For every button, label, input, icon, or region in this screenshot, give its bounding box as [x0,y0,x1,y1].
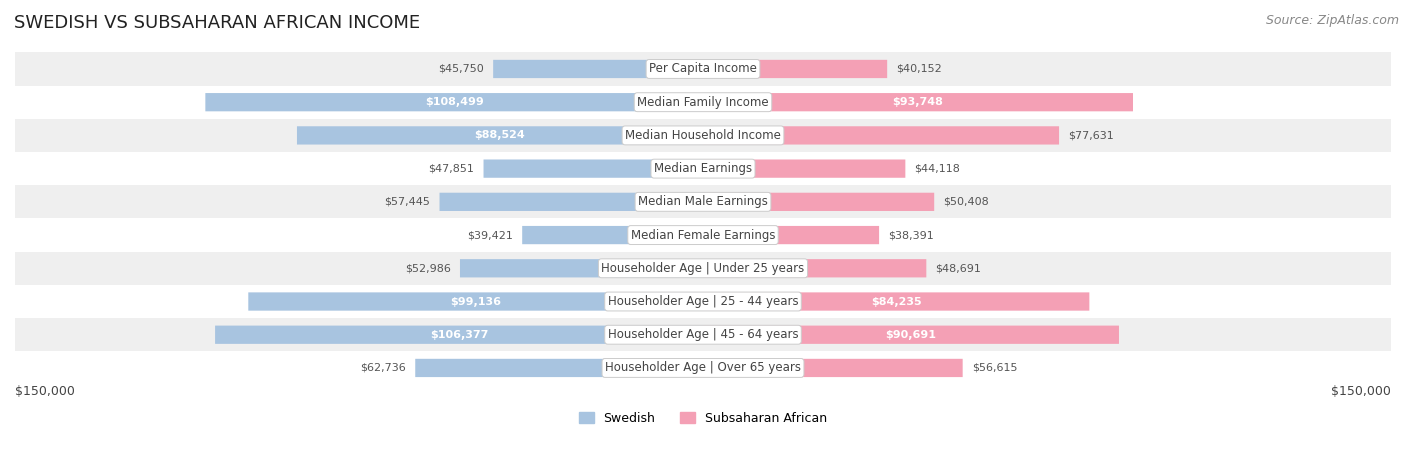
Legend: Swedish, Subsaharan African: Swedish, Subsaharan African [578,412,828,425]
FancyBboxPatch shape [415,359,703,377]
Text: Householder Age | 25 - 44 years: Householder Age | 25 - 44 years [607,295,799,308]
FancyBboxPatch shape [703,60,887,78]
Text: Householder Age | Over 65 years: Householder Age | Over 65 years [605,361,801,375]
Bar [15,185,1391,219]
FancyBboxPatch shape [703,126,1059,145]
Bar [15,318,1391,351]
Text: $93,748: $93,748 [893,97,943,107]
Text: $150,000: $150,000 [15,385,75,398]
Text: Householder Age | 45 - 64 years: Householder Age | 45 - 64 years [607,328,799,341]
Bar [15,85,1391,119]
FancyBboxPatch shape [215,325,703,344]
Text: $44,118: $44,118 [914,163,960,174]
Bar [15,285,1391,318]
Text: $62,736: $62,736 [360,363,406,373]
Text: $108,499: $108,499 [425,97,484,107]
Text: Median Earnings: Median Earnings [654,162,752,175]
Text: $106,377: $106,377 [430,330,488,340]
Text: $45,750: $45,750 [439,64,484,74]
FancyBboxPatch shape [484,160,703,178]
FancyBboxPatch shape [460,259,703,277]
Text: $47,851: $47,851 [429,163,474,174]
FancyBboxPatch shape [703,193,934,211]
Text: $150,000: $150,000 [1331,385,1391,398]
FancyBboxPatch shape [440,193,703,211]
FancyBboxPatch shape [297,126,703,145]
FancyBboxPatch shape [703,359,963,377]
Text: $57,445: $57,445 [384,197,430,207]
Text: Median Female Earnings: Median Female Earnings [631,228,775,241]
Text: $40,152: $40,152 [897,64,942,74]
Text: Householder Age | Under 25 years: Householder Age | Under 25 years [602,262,804,275]
FancyBboxPatch shape [703,292,1090,311]
Text: $48,691: $48,691 [935,263,981,273]
Text: $90,691: $90,691 [886,330,936,340]
Text: Median Household Income: Median Household Income [626,129,780,142]
Text: $52,986: $52,986 [405,263,451,273]
Bar [15,152,1391,185]
Text: Source: ZipAtlas.com: Source: ZipAtlas.com [1265,14,1399,27]
Text: $99,136: $99,136 [450,297,501,306]
FancyBboxPatch shape [703,259,927,277]
FancyBboxPatch shape [494,60,703,78]
FancyBboxPatch shape [703,325,1119,344]
FancyBboxPatch shape [522,226,703,244]
Text: Per Capita Income: Per Capita Income [650,63,756,76]
Text: $50,408: $50,408 [943,197,990,207]
FancyBboxPatch shape [703,160,905,178]
Text: Median Male Earnings: Median Male Earnings [638,195,768,208]
Text: $39,421: $39,421 [467,230,513,240]
FancyBboxPatch shape [205,93,703,111]
Text: SWEDISH VS SUBSAHARAN AFRICAN INCOME: SWEDISH VS SUBSAHARAN AFRICAN INCOME [14,14,420,32]
Text: $84,235: $84,235 [870,297,921,306]
Bar [15,119,1391,152]
Text: $77,631: $77,631 [1069,130,1114,141]
FancyBboxPatch shape [703,226,879,244]
Bar [15,252,1391,285]
Bar [15,351,1391,384]
Text: Median Family Income: Median Family Income [637,96,769,109]
FancyBboxPatch shape [703,93,1133,111]
Text: $38,391: $38,391 [889,230,934,240]
Text: $88,524: $88,524 [475,130,526,141]
FancyBboxPatch shape [249,292,703,311]
Text: $56,615: $56,615 [972,363,1018,373]
Bar [15,219,1391,252]
Bar [15,52,1391,85]
